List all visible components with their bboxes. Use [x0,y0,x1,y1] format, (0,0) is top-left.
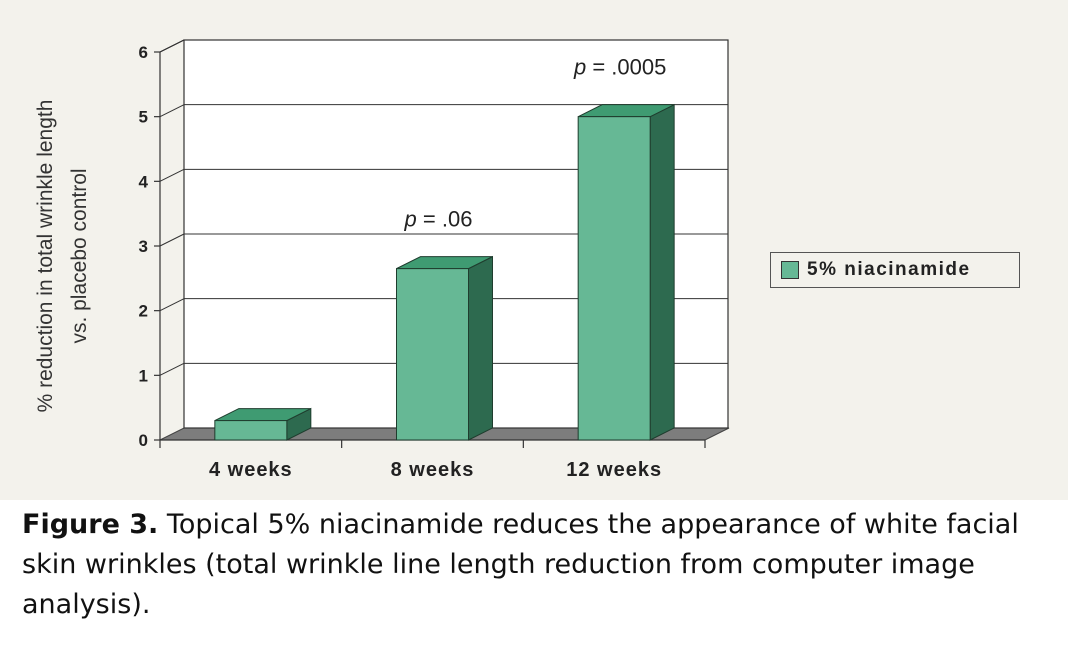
gridline-side [159,362,185,376]
bar-group [396,255,493,441]
p-value-annotation: p = .0005 [573,55,666,80]
legend: 5% niacinamide [770,252,1020,288]
chart-text: 0 1 2 3 4 5 6 4 weeks 8 weeks p = .06 12 weeks p = … [34,43,666,481]
bar [396,268,469,441]
bar-chart: 0 1 2 3 4 5 6 4 weeks 8 weeks p = .06 12 weeks p = … [34,39,730,481]
gridline-side [159,168,185,182]
gridline-side [159,298,185,312]
y-axis-label: % reduction in total wrinkle length [34,100,57,413]
p-value-annotation: p = .06 [404,207,473,232]
y-axis-top [159,39,185,53]
bar-side [468,255,493,441]
bar-side [649,103,675,441]
bar [577,116,651,441]
y-tick-label: 4 [139,172,149,191]
legend-label: 5% niacinamide [807,259,971,280]
figure-caption: Figure 3. Topical 5% niacinamide reduces… [22,505,1052,625]
x-tick-label: 4 weeks [209,459,293,481]
gridline-side [159,233,185,247]
gridline-side [159,104,185,118]
bar-group [577,103,675,441]
x-tick-label: 12 weeks [566,459,662,481]
legend-swatch [781,261,799,279]
y-axis-label: vs. placebo control [68,168,91,343]
bars [214,103,675,441]
y-tick-label: 0 [139,431,148,450]
y-tick-label: 3 [139,237,148,256]
chart-panel: 0 1 2 3 4 5 6 4 weeks 8 weeks p = .06 12 weeks p = … [0,0,1068,500]
caption-text: Topical 5% niacinamide reduces the appea… [22,509,1019,620]
y-tick-label: 2 [139,302,148,321]
y-tick-label: 6 [139,43,148,62]
bar-group [214,407,312,441]
bar [214,420,288,441]
caption-label: Figure 3. [22,509,159,540]
x-tick-label: 8 weeks [391,459,475,481]
y-tick-label: 1 [139,366,148,385]
y-tick-label: 5 [139,108,148,127]
